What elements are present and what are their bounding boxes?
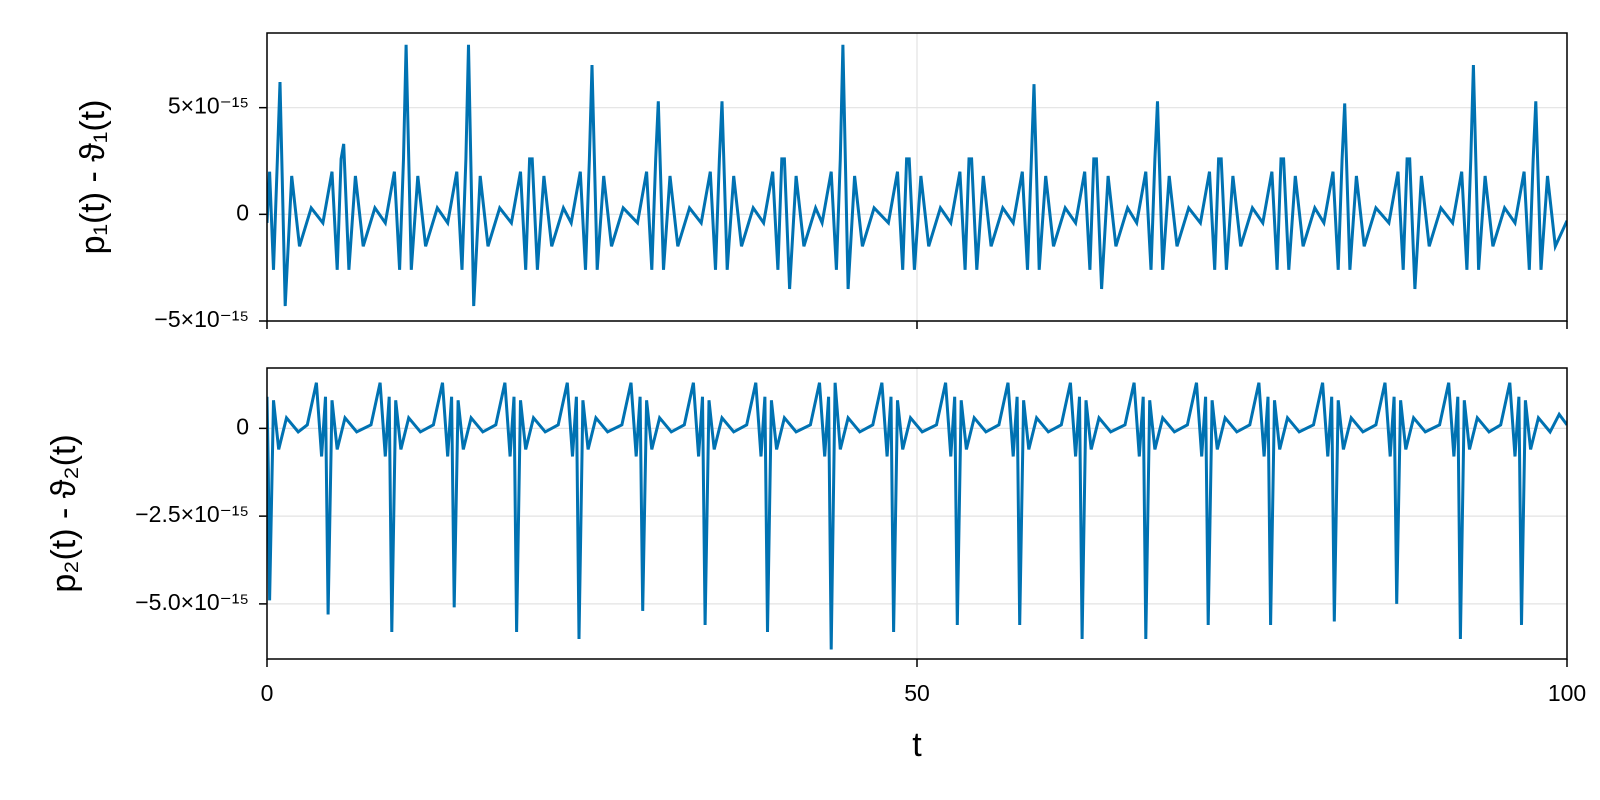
- y-tick-label: −2.5×10⁻¹⁵: [135, 501, 249, 527]
- y-tick-label: 5×10⁻¹⁵: [168, 93, 249, 119]
- y-tick-label: −5×10⁻¹⁵: [154, 306, 249, 332]
- y-tick-label: 0: [236, 413, 249, 439]
- plot-frame: [266, 32, 1568, 322]
- y-tick-label: −5.0×10⁻¹⁵: [135, 589, 249, 615]
- data-line: [267, 382, 1567, 650]
- x-tick-label: 100: [1548, 680, 1586, 706]
- data-line: [267, 44, 1567, 307]
- y-tick-label: 0: [236, 199, 249, 225]
- plot-frame: [266, 367, 1568, 660]
- y-axis-label: p₁(t) - ϑ₁(t): [74, 100, 112, 255]
- x-tick-label: 0: [261, 680, 274, 706]
- y-axis-label: p₂(t) - ϑ₂(t): [45, 434, 83, 592]
- x-axis-label: t: [912, 726, 922, 764]
- x-tick-label: 50: [904, 680, 930, 706]
